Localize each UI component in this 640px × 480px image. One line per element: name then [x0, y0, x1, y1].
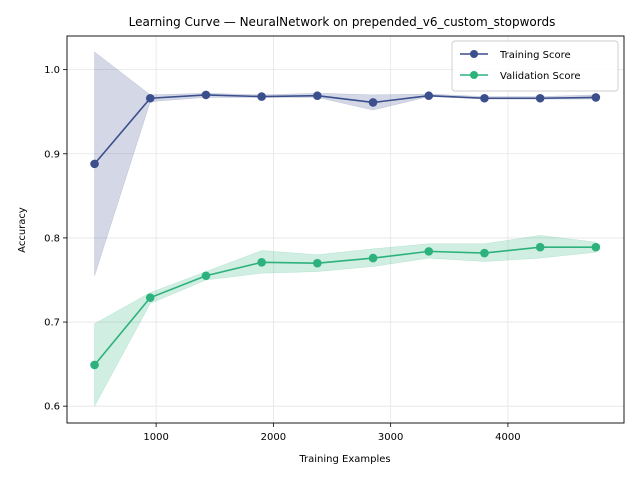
y-tick-label: 0.7 [44, 318, 60, 329]
x-tick-label: 2000 [261, 432, 286, 443]
training-score-point [257, 92, 266, 101]
y-tick-label: 1.0 [44, 65, 60, 76]
validation-score-point [591, 242, 601, 252]
x-axis-title: Training Examples [298, 454, 390, 465]
x-tick-label: 3000 [378, 432, 403, 443]
validation-score-band [94, 235, 597, 407]
validation-score-point [368, 253, 378, 263]
legend-label-validation: Validation Score [500, 71, 581, 82]
validation-score-point [424, 247, 434, 256]
validation-score-point [90, 360, 99, 370]
legend-marker-training [470, 50, 478, 58]
plot-frame [66, 35, 625, 424]
training-score-point [313, 91, 322, 101]
training-score-point [424, 91, 434, 101]
training-score-point [90, 159, 99, 169]
training-score-line [93, 94, 596, 165]
legend-label-training: Training Score [499, 50, 571, 61]
y-tick-label: 0.6 [44, 402, 60, 413]
training-score-point [368, 98, 378, 107]
axis-ticks: 1000 2000 3000 4000 0.6 0.7 0.8 0.9 1.0 [44, 65, 521, 443]
validation-score-point [257, 258, 266, 267]
legend: Training Score Validation Score [451, 40, 619, 92]
training-score-point [145, 93, 155, 103]
validation-score-point [145, 293, 155, 302]
y-tick-label: 0.8 [44, 233, 60, 244]
validation-score-line [93, 246, 596, 366]
validation-score-point [535, 242, 545, 252]
validation-score-point [313, 258, 322, 268]
training-score-point [201, 90, 211, 100]
series-points [90, 90, 601, 370]
x-tick-label: 4000 [495, 432, 520, 443]
training-score-point [535, 93, 545, 103]
x-tick-label: 1000 [143, 432, 168, 443]
training-score-point [480, 93, 489, 103]
y-axis-title: Accuracy [17, 207, 28, 253]
y-tick-label: 0.9 [44, 149, 60, 160]
legend-marker-validation [470, 71, 478, 79]
training-score-point [591, 93, 601, 102]
chart-title: Learning Curve — NeuralNetwork on prepen… [129, 15, 556, 29]
legend-box [451, 40, 619, 92]
validation-score-point [480, 248, 489, 258]
series-lines [93, 94, 596, 366]
validation-score-point [201, 271, 211, 281]
